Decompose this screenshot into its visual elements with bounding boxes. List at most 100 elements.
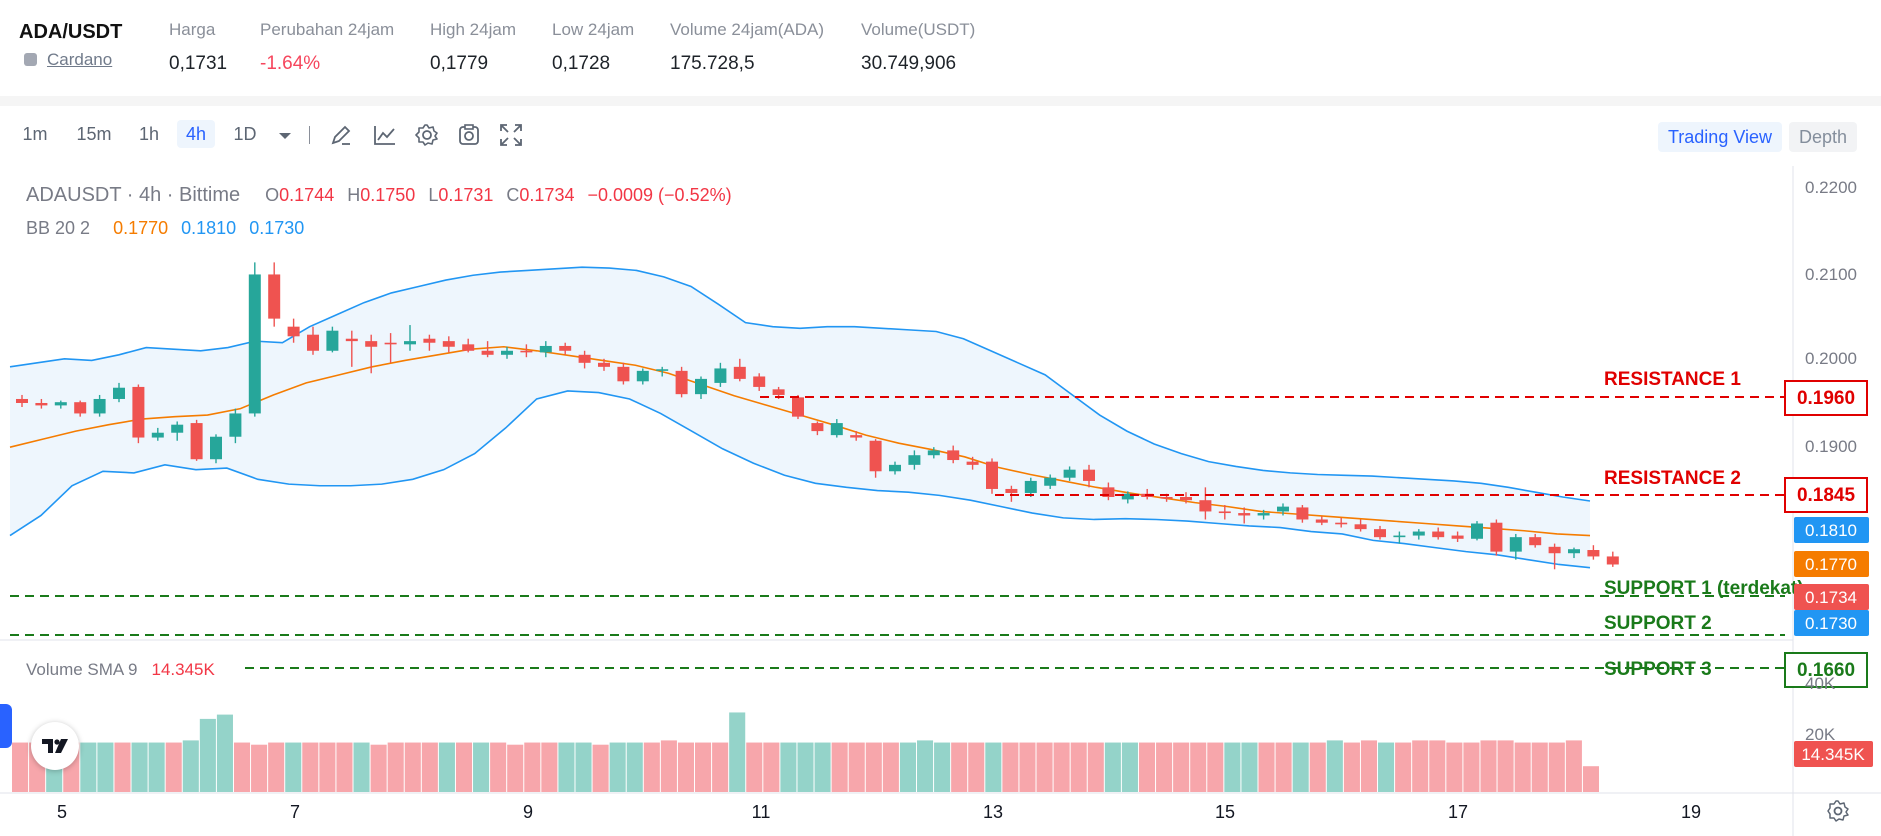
timeframe-1m[interactable]: 1m — [22, 124, 48, 144]
candle-body — [423, 338, 436, 343]
coin-link[interactable]: Cardano — [24, 50, 112, 70]
volume-bar — [319, 742, 336, 792]
volume-bar — [1002, 742, 1019, 792]
gear-icon[interactable] — [414, 122, 440, 148]
volume-bars — [12, 712, 1599, 792]
candle-body — [636, 370, 649, 382]
candle-body — [54, 402, 67, 406]
candle-body — [617, 366, 630, 382]
candle-body — [1606, 556, 1619, 565]
depth-button[interactable]: Depth — [1789, 122, 1857, 152]
stat-label: Volume 24jam(ADA) — [670, 20, 825, 39]
volume-bar — [626, 742, 643, 792]
candle-body — [1335, 522, 1348, 525]
timeframe-1d[interactable]: 1D — [233, 124, 257, 144]
candle-body — [93, 398, 106, 414]
candle-body — [1238, 513, 1251, 516]
candle-body — [753, 376, 766, 387]
timeframe-4h[interactable]: 4h — [177, 120, 215, 148]
stat-label: Perubahan 24jam — [260, 20, 395, 39]
axis-price-tag-label: 0.1810 — [1805, 521, 1857, 540]
candle-body — [675, 370, 688, 395]
change-value: −0.0009 (−0.52%) — [587, 185, 732, 205]
tradingview-logo-icon — [42, 739, 68, 753]
price-tick-label: 0.2000 — [1805, 349, 1857, 368]
candle-body — [1044, 477, 1057, 486]
candlesticks — [16, 262, 1619, 570]
stat-5: Volume(USDT) 30.749,906 — [861, 20, 975, 75]
timeframe-15m[interactable]: 15m — [76, 124, 112, 144]
volume-bar — [1531, 742, 1548, 792]
bb-basis-value: 0.1770 — [113, 218, 169, 238]
volume-bar — [1019, 742, 1036, 792]
candle-body — [811, 423, 824, 432]
trading-view-button[interactable]: Trading View — [1658, 122, 1782, 152]
axis-price-tag-label: 0.1770 — [1805, 555, 1857, 574]
stat-value: 0,1728 — [552, 53, 611, 74]
candle-body — [733, 366, 746, 379]
volume-bar — [968, 742, 985, 792]
timeframe-1h[interactable]: 1h — [138, 124, 160, 144]
candle-body — [1432, 531, 1445, 538]
candle-body — [171, 424, 184, 433]
volume-bar — [609, 742, 626, 792]
side-panel-toggle[interactable] — [0, 704, 12, 748]
volume-bar — [216, 714, 233, 792]
candle-body — [442, 341, 455, 347]
candle-body — [792, 397, 804, 417]
price-tick-label: 0.1900 — [1805, 437, 1857, 456]
volume-bar — [233, 742, 251, 792]
volume-bar — [865, 742, 882, 792]
level-price-box — [1784, 477, 1868, 513]
pencil-icon[interactable] — [328, 122, 354, 148]
candle-body — [966, 461, 979, 465]
support-resistance-levels: RESISTANCE 1 0.1960 RESISTANCE 2 0.1845 SUPP… — [10, 369, 1868, 688]
candle-body — [656, 369, 669, 371]
volume-bar — [1258, 742, 1275, 792]
candle-body — [1296, 507, 1309, 520]
stat-value: 0,1779 — [430, 53, 489, 74]
level-label: SUPPORT 1 (terdekat) — [1604, 578, 1804, 599]
volume-bar — [1087, 742, 1104, 792]
volume-sma-label: Volume SMA 9 — [26, 660, 138, 679]
volume-bar — [780, 742, 797, 792]
date-tick-label: 7 — [290, 802, 300, 822]
fullscreen-icon[interactable] — [498, 122, 524, 148]
candle-body — [1587, 550, 1600, 557]
price-tick-label: 0.2200 — [1805, 178, 1857, 197]
volume-legend: Volume SMA 9 14.345K — [26, 660, 215, 680]
candle-body — [287, 326, 300, 337]
chart-settings-icon[interactable] — [1826, 799, 1850, 823]
volume-bar — [934, 742, 951, 792]
symbol-label: ADAUSDT · 4h · Bittime — [26, 184, 241, 206]
candle-body — [1218, 511, 1231, 514]
volume-bar — [285, 742, 302, 792]
volume-bar — [1446, 742, 1463, 792]
volume-bar — [746, 742, 763, 792]
volume-bar — [1514, 742, 1531, 792]
volume-bar — [404, 742, 421, 792]
volume-bar — [1275, 742, 1292, 792]
price-chart[interactable]: RESISTANCE 1 0.1960 RESISTANCE 2 0.1845 SUPP… — [0, 166, 1881, 836]
tradingview-logo[interactable] — [31, 722, 79, 770]
candle-body — [113, 387, 125, 399]
snapshot-icon[interactable] — [456, 122, 482, 148]
open-value: 0.1744 — [279, 185, 335, 205]
candle-body — [1277, 506, 1289, 512]
volume-bar — [1480, 740, 1497, 792]
stat-label: High 24jam — [430, 20, 516, 39]
volume-bar — [268, 742, 285, 792]
chevron-down-icon[interactable] — [272, 122, 298, 148]
volume-tick-label: 20K — [1805, 725, 1836, 744]
stat-1: Perubahan 24jam -1.64% — [260, 20, 394, 75]
volume-bar — [1548, 742, 1565, 792]
candle-body — [1548, 546, 1561, 554]
coin-name[interactable]: Cardano — [47, 50, 113, 69]
indicator-icon[interactable] — [372, 122, 398, 148]
candle-body — [1490, 522, 1503, 552]
volume-bar — [421, 742, 438, 792]
bb-lower-line — [9, 390, 1591, 569]
high-label: H — [347, 185, 361, 205]
candle-body — [132, 386, 145, 438]
ticker-header: ADA/USDT Cardano Harga 0,1731 Perubahan 24… — [0, 0, 1881, 96]
